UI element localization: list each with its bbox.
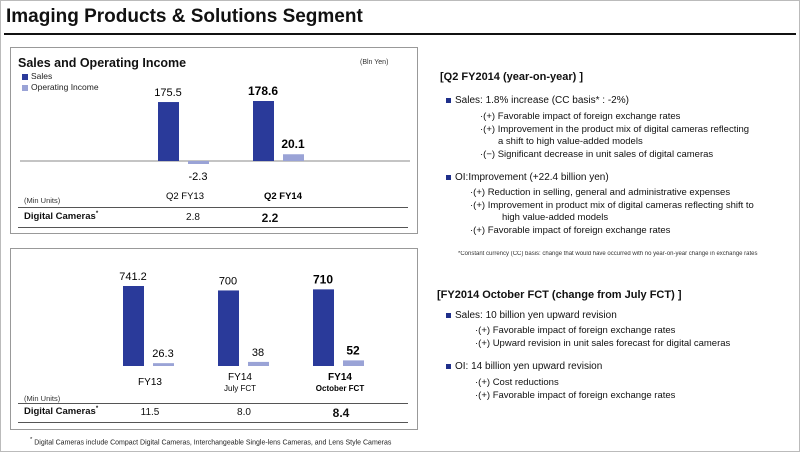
bar-sales-fy14-october-fct	[313, 289, 334, 366]
unit-label: (Bln Yen)	[360, 59, 389, 66]
legend-operating-income: Operating Income	[22, 82, 99, 92]
legend-oi-swatch	[22, 84, 28, 91]
category-label: Q2 FY14	[264, 191, 303, 202]
q2-oi-item: ·(+) Reduction in selling, general and a…	[470, 187, 731, 198]
fct-heading: [FY2014 October FCT (change from July FC…	[437, 289, 682, 301]
data-label-sales: 700	[219, 275, 237, 287]
data-label-sales: 175.5	[154, 87, 182, 99]
data-label-oi: -2.3	[189, 171, 208, 183]
data-label-sales: 178.6	[248, 84, 278, 98]
q2-oi-item: ·(+) Improvement in product mix of digit…	[470, 200, 754, 211]
bar-oi-q2-fy13	[188, 161, 209, 164]
legend-sales: Sales	[22, 71, 52, 81]
fct-oi-bullet: OI: 14 billion yen upward revision	[446, 361, 602, 372]
bar-sales-q2-fy13	[158, 102, 179, 161]
chart-title: Sales and Operating Income	[18, 56, 187, 70]
data-label-oi: 52	[346, 343, 360, 357]
fct-sales-bullet: Sales: 10 billion yen upward revision	[446, 310, 617, 321]
category-label: FY14	[228, 372, 252, 383]
bar-sales-q2-fy14	[253, 101, 274, 161]
q2-sales-bullet: Sales: 1.8% increase (CC basis* : -2%)	[446, 95, 629, 106]
data-label-oi: 26.3	[152, 348, 173, 360]
data-label-oi: 38	[252, 347, 264, 359]
q2-heading: [Q2 FY2014 (year-on-year) ]	[440, 71, 584, 83]
cameras-q2fy13-value: 2.8	[186, 212, 200, 223]
digital-cameras-label-q: Digital Cameras*	[24, 211, 99, 223]
legend-sales-label: Sales	[31, 71, 53, 81]
cameras-fy14-july-value: 8.0	[237, 407, 251, 418]
fct-sales-item: ·(+) Favorable impact of foreign exchang…	[475, 325, 676, 336]
category-label: FY13	[138, 377, 162, 388]
row-line-fy-bottom	[18, 422, 408, 423]
bar-oi-q2-fy14	[283, 154, 304, 161]
page-title: Imaging Products & Solutions Segment	[6, 6, 363, 27]
digital-cameras-label-fy: Digital Cameras*	[24, 406, 99, 418]
min-units-label-fy: (Min Units)	[24, 394, 61, 403]
category-label: October FCT	[316, 384, 365, 393]
cc-basis-note: *Constant currency (CC) basis: change th…	[458, 251, 758, 257]
row-line-q-top	[18, 207, 408, 208]
data-label-oi: 20.1	[281, 137, 305, 151]
bar-oi-fy14-october-fct	[343, 360, 364, 366]
bar-oi-fy13	[153, 363, 174, 366]
fct-oi-item: ·(+) Cost reductions	[475, 377, 559, 388]
q2-oi-bullet: OI:Improvement (+22.4 billion yen)	[446, 172, 609, 183]
q2-sales-item: ·(+) Improvement in the product mix of d…	[480, 124, 750, 135]
footnote: * Digital Cameras include Compact Digita…	[30, 437, 392, 447]
bar-sales-fy14-july-fct	[218, 290, 239, 366]
fiscal-year-panel	[10, 248, 418, 430]
q2-sales-item-cont: a shift to high value-added models	[498, 136, 643, 147]
fct-sales-item: ·(+) Upward revision in unit sales forec…	[475, 338, 731, 349]
cameras-fy14-oct-value: 8.4	[332, 406, 350, 420]
q2-sales-item: ·(−) Significant decrease in unit sales …	[480, 149, 714, 160]
category-label: July FCT	[224, 384, 256, 393]
category-label: FY14	[328, 372, 352, 383]
q2-sales-item: ·(+) Favorable impact of foreign exchang…	[480, 111, 681, 122]
min-units-label-q: (Min Units)	[24, 196, 61, 205]
bar-sales-fy13	[123, 286, 144, 366]
fct-oi-item: ·(+) Favorable impact of foreign exchang…	[475, 390, 676, 401]
legend-sales-swatch	[22, 73, 28, 80]
category-label: Q2 FY13	[166, 191, 204, 202]
q2-oi-item: ·(+) Favorable impact of foreign exchang…	[470, 225, 671, 236]
title-divider	[4, 33, 796, 35]
cameras-q2fy14-value: 2.2	[261, 211, 279, 225]
legend-oi-label: Operating Income	[31, 82, 99, 92]
row-line-q-bottom	[18, 227, 408, 228]
cameras-fy13-value: 11.5	[140, 407, 160, 418]
bar-oi-fy14-july-fct	[248, 361, 269, 366]
quarter-panel	[10, 47, 418, 234]
row-line-fy-top	[18, 403, 408, 404]
data-label-sales: 710	[313, 272, 333, 286]
data-label-sales: 741.2	[119, 271, 147, 283]
q2-oi-item-cont: high value-added models	[502, 212, 609, 223]
